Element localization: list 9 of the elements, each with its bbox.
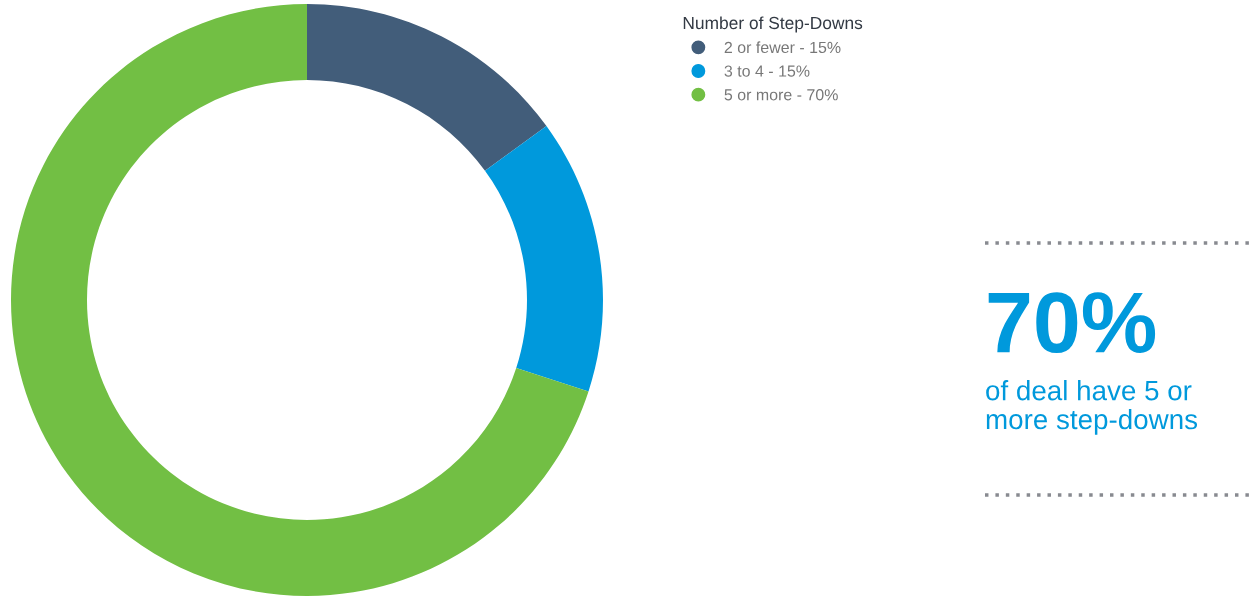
legend-label: 5 or more - 70% [724, 89, 838, 101]
text: of deal have 5 or more step-downs [986, 380, 1198, 435]
donut-slice [484, 126, 603, 392]
legend-label: 2 or fewer - 15% [724, 41, 841, 54]
donut-slice [307, 4, 547, 171]
legend-title: Number of Step-Downs [683, 16, 863, 33]
text: 70% [988, 292, 1156, 354]
legend-label: 3 to 4 - 15% [724, 65, 810, 77]
donut-slice [11, 4, 589, 596]
